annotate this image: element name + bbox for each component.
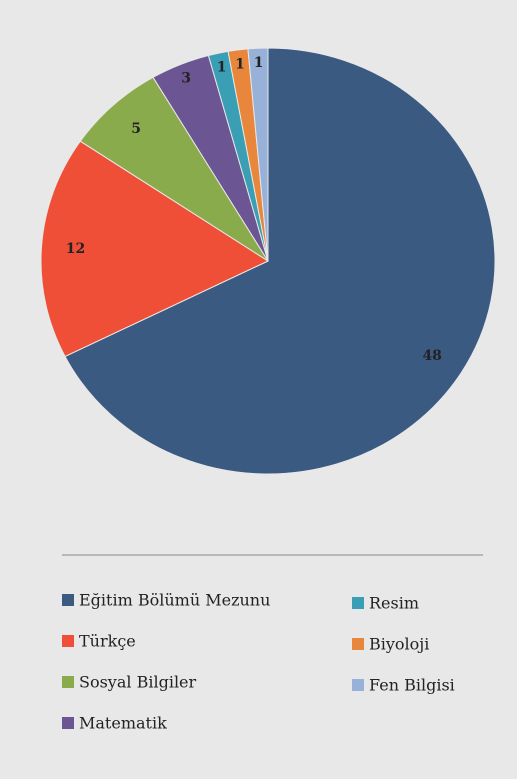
data-label: 1 (254, 55, 264, 71)
data-label: 1 (217, 60, 227, 76)
legend-label: Sosyal Bilgiler (79, 673, 197, 692)
data-label: 3 (181, 70, 191, 86)
legend-swatch (352, 597, 364, 609)
legend-swatch (352, 679, 364, 691)
legend-label: Fen Bilgisi (369, 676, 455, 695)
data-label: 48 (422, 348, 441, 364)
legend-swatch (62, 717, 74, 729)
legend-label: Biyoloji (369, 635, 429, 654)
pie-slice (64, 47, 496, 475)
legend-label: Resim (369, 594, 419, 613)
legend-swatch (352, 638, 364, 650)
data-label: 5 (131, 121, 141, 137)
legend-label: Eğitim Bölümü Mezunu (79, 591, 270, 610)
legend-swatch (62, 594, 74, 606)
data-label: 1 (235, 57, 245, 73)
data-label: 12 (66, 241, 85, 257)
pie-slice (247, 47, 269, 262)
legend-label: Matematik (79, 714, 167, 733)
legend-label: Türkçe (79, 632, 136, 651)
legend-swatch (62, 676, 74, 688)
pie-slice (40, 140, 270, 358)
legend-swatch (62, 635, 74, 647)
